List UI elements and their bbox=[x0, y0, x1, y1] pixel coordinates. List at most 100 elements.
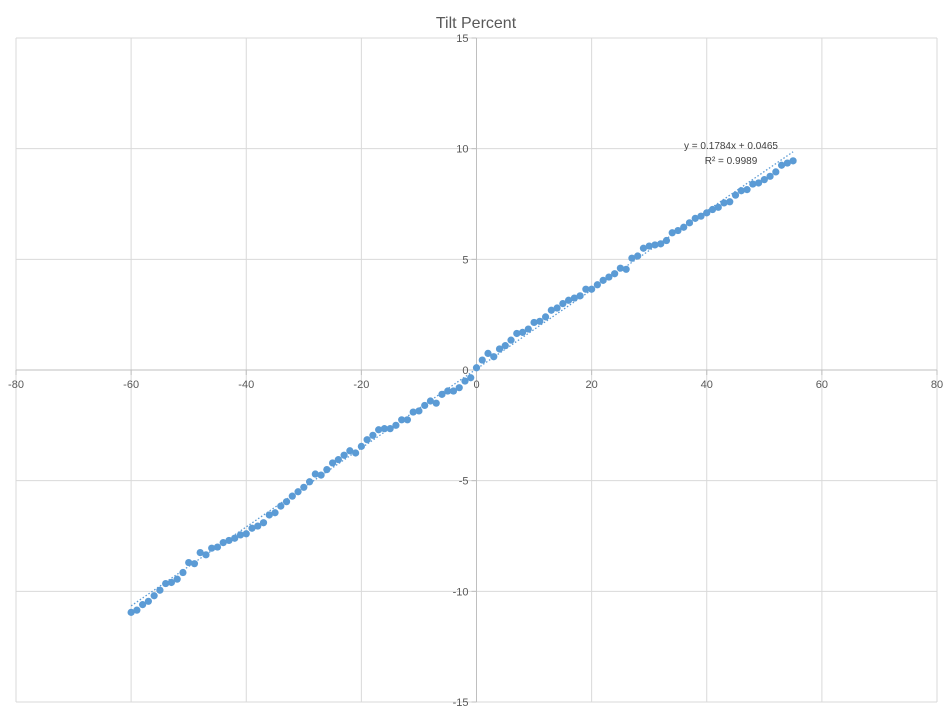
data-point bbox=[668, 229, 676, 237]
data-point bbox=[501, 342, 509, 350]
data-point bbox=[311, 470, 319, 478]
data-point bbox=[766, 172, 774, 180]
data-point bbox=[144, 597, 152, 605]
data-point bbox=[139, 601, 147, 609]
data-point bbox=[703, 209, 711, 217]
data-point bbox=[662, 236, 671, 245]
data-point bbox=[392, 421, 400, 429]
data-point bbox=[467, 374, 475, 382]
data-point bbox=[248, 524, 256, 532]
data-point bbox=[415, 407, 423, 415]
data-point bbox=[317, 471, 325, 479]
data-point bbox=[720, 199, 728, 207]
data-point bbox=[674, 226, 682, 235]
data-point bbox=[231, 534, 239, 542]
data-point bbox=[380, 425, 388, 433]
data-point bbox=[749, 180, 757, 188]
x-tick-label: -60 bbox=[123, 379, 139, 391]
trendline-equation: y = 0.1784x + 0.0465 bbox=[684, 141, 778, 152]
data-point bbox=[657, 240, 665, 248]
data-point bbox=[726, 198, 734, 206]
data-point bbox=[375, 426, 383, 434]
data-point bbox=[697, 212, 705, 220]
data-point bbox=[645, 242, 653, 250]
y-tick-label: -5 bbox=[459, 476, 469, 488]
data-point bbox=[680, 223, 688, 231]
data-point bbox=[524, 325, 532, 333]
data-point bbox=[208, 544, 216, 552]
data-point bbox=[478, 356, 486, 364]
data-point bbox=[282, 498, 291, 506]
y-tick-label: -15 bbox=[453, 697, 469, 709]
data-point bbox=[547, 306, 555, 314]
data-point bbox=[490, 353, 498, 361]
data-point bbox=[472, 364, 481, 372]
data-point bbox=[518, 328, 527, 336]
data-point bbox=[743, 186, 751, 194]
data-point bbox=[444, 387, 452, 395]
data-points bbox=[127, 157, 797, 616]
data-point bbox=[334, 456, 342, 464]
data-point bbox=[559, 300, 567, 308]
x-tick-label: 80 bbox=[931, 379, 943, 391]
data-point bbox=[783, 159, 791, 167]
data-point bbox=[340, 451, 348, 459]
data-point bbox=[254, 522, 262, 530]
data-point bbox=[242, 530, 250, 538]
data-point bbox=[639, 244, 648, 252]
data-point bbox=[219, 539, 227, 547]
data-point bbox=[323, 466, 331, 474]
y-tick-label: -10 bbox=[453, 586, 469, 598]
data-point bbox=[536, 317, 544, 325]
data-point bbox=[162, 579, 170, 588]
data-point bbox=[570, 294, 578, 302]
data-point bbox=[202, 551, 210, 559]
y-tick-label: 0 bbox=[462, 365, 468, 377]
data-point bbox=[386, 425, 394, 433]
data-point bbox=[760, 176, 768, 184]
data-point bbox=[294, 488, 302, 496]
data-point bbox=[288, 492, 296, 500]
data-point bbox=[156, 586, 164, 594]
x-tick-label: -40 bbox=[238, 379, 254, 391]
data-point bbox=[455, 384, 463, 392]
data-point bbox=[588, 285, 596, 293]
data-point bbox=[484, 349, 492, 357]
data-point bbox=[346, 447, 354, 455]
data-point bbox=[691, 214, 699, 222]
data-point bbox=[438, 390, 446, 398]
data-point bbox=[363, 436, 371, 444]
data-point bbox=[777, 161, 786, 169]
trendline-r-squared: R² = 0.9989 bbox=[705, 156, 758, 167]
data-point bbox=[213, 543, 222, 551]
data-point bbox=[185, 558, 193, 567]
data-point bbox=[611, 270, 619, 278]
data-point bbox=[553, 304, 561, 312]
x-tick-label: -20 bbox=[353, 379, 369, 391]
data-point bbox=[622, 265, 630, 273]
data-point bbox=[708, 205, 717, 214]
data-point bbox=[409, 408, 417, 416]
data-point bbox=[271, 509, 279, 517]
tick-labels: -80 -60 -40 -20 0 20 40 60 80 -15 -10 -5 0 5 10 15 bbox=[8, 33, 943, 709]
data-point bbox=[190, 560, 199, 568]
data-point bbox=[265, 511, 273, 519]
data-point bbox=[277, 502, 285, 510]
data-point bbox=[576, 292, 584, 300]
data-point bbox=[513, 329, 521, 338]
data-point bbox=[599, 276, 607, 284]
data-point bbox=[369, 431, 377, 439]
data-point bbox=[259, 519, 268, 527]
data-point bbox=[754, 179, 763, 187]
data-point bbox=[225, 536, 233, 545]
y-tick-label: 15 bbox=[456, 33, 468, 45]
data-point bbox=[634, 252, 642, 260]
data-point bbox=[737, 187, 745, 195]
data-point bbox=[582, 285, 590, 293]
x-tick-label: 0 bbox=[473, 379, 479, 391]
data-point bbox=[530, 318, 538, 327]
data-point bbox=[605, 273, 613, 281]
data-point bbox=[357, 442, 365, 450]
data-point bbox=[133, 606, 141, 614]
